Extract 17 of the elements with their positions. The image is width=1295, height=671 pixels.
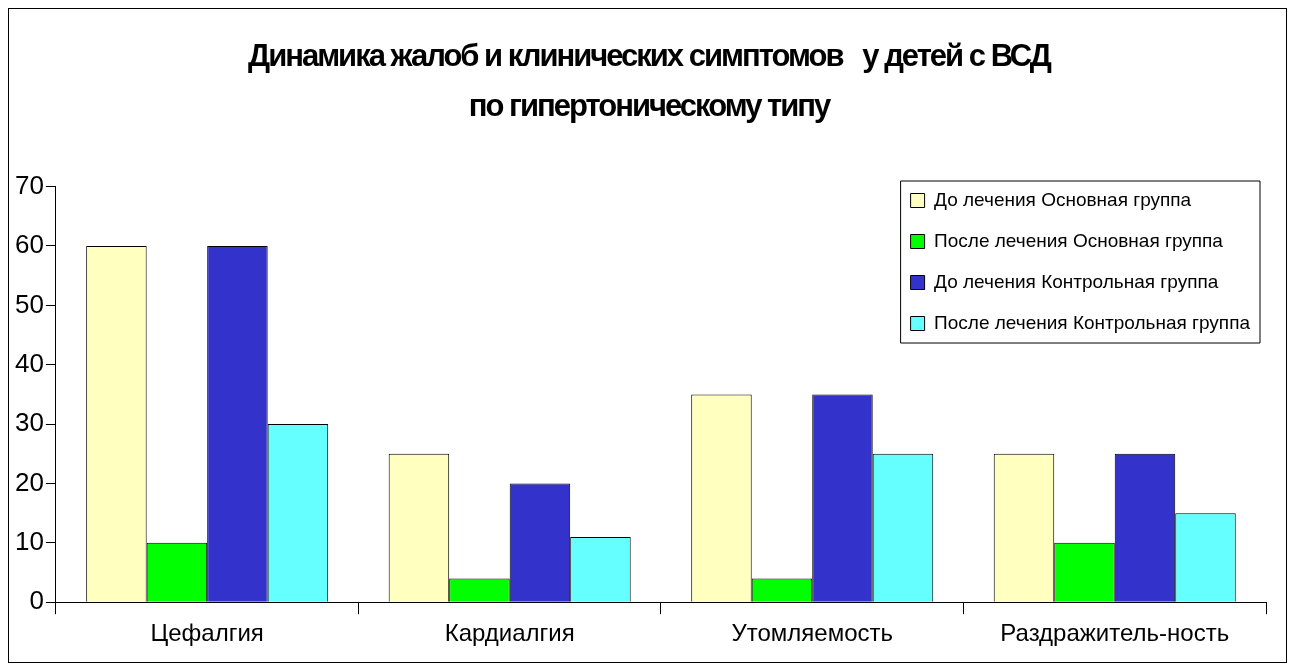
y-tick-label: 70 xyxy=(15,169,44,200)
x-tick-label: Раздражитель-ность xyxy=(1000,619,1230,647)
legend-label: После лечения Контрольная группа xyxy=(934,311,1251,333)
y-tick-label: 40 xyxy=(15,347,44,378)
legend-label: После лечения Основная группа xyxy=(934,229,1224,251)
y-tick-label: 20 xyxy=(15,466,44,497)
y-tick-label: 60 xyxy=(15,229,44,260)
chart-title: Динамика жалоб и клинических симптомов у детей с ВСД по гипертоническому типу xyxy=(247,37,1052,125)
x-tick-label: Цефалгия xyxy=(150,619,264,647)
legend-label: До лечения Контрольная группа xyxy=(934,270,1219,292)
y-tick-label: 0 xyxy=(29,585,44,616)
legend-label: До лечения Основная группа xyxy=(934,188,1192,210)
x-tick-label: Кардиалгия xyxy=(444,619,575,647)
y-tick-label: 30 xyxy=(15,407,44,438)
y-tick-label: 10 xyxy=(15,526,44,556)
x-tick-label: Утомляемость xyxy=(731,619,893,647)
y-tick-label: 50 xyxy=(15,288,44,319)
